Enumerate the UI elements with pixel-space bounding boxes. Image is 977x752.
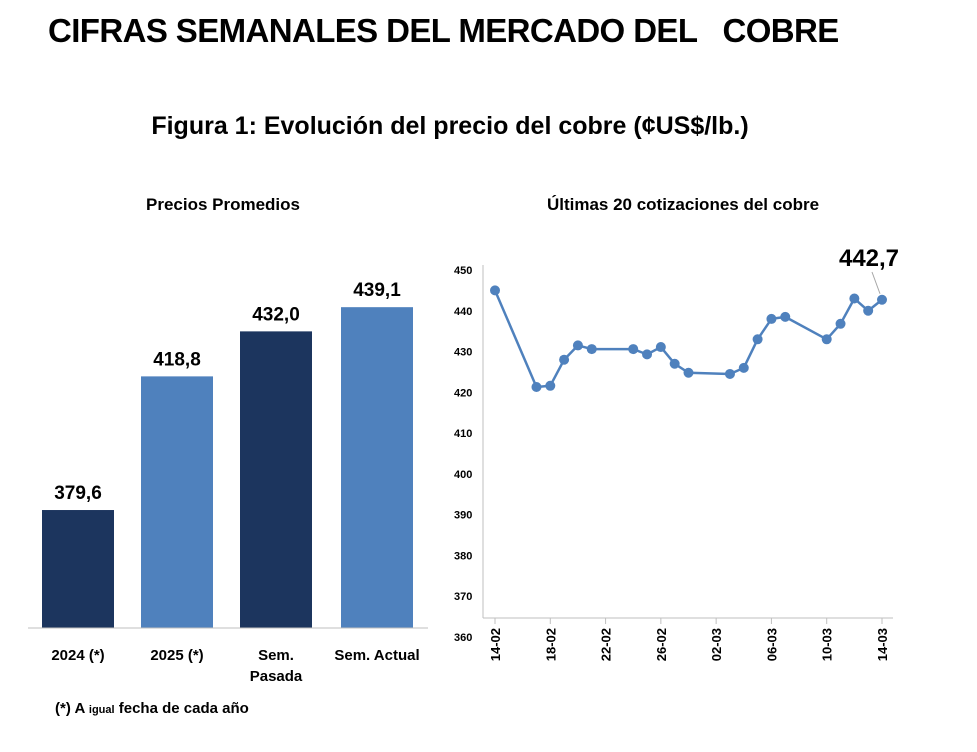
data-point	[572, 340, 583, 351]
bar-category-label: Pasada	[250, 668, 303, 685]
bar-chart-title: Precios Promedios	[145, 195, 300, 214]
bar-value-label: 418,8	[153, 349, 201, 370]
data-point	[877, 294, 887, 305]
footnote-part3: fecha de cada año	[114, 700, 249, 717]
data-point	[531, 382, 542, 393]
bar-category-label: Sem.	[258, 647, 294, 664]
data-point	[863, 305, 874, 316]
x-tick-label: 26-02	[654, 628, 669, 661]
bar	[341, 307, 413, 628]
data-point	[545, 380, 556, 391]
y-tick-label: 400	[454, 469, 472, 481]
line-chart-title: Últimas 20 cotizaciones del cobre	[546, 195, 820, 214]
y-tick-label: 370	[454, 591, 472, 603]
data-point	[835, 318, 846, 329]
y-tick-label: 450	[454, 265, 472, 277]
y-tick-label: 360	[454, 632, 472, 644]
x-tick-label: 02-03	[709, 628, 724, 661]
x-tick-label: 14-03	[875, 628, 890, 661]
last-price-callout: 442,7	[839, 245, 899, 272]
x-tick-label: 10-03	[820, 628, 835, 661]
data-point	[780, 311, 791, 322]
bar	[240, 331, 312, 628]
data-point	[849, 293, 860, 304]
data-point	[752, 334, 763, 345]
data-point	[628, 344, 639, 355]
data-point	[821, 334, 832, 345]
bar-value-label: 439,1	[353, 280, 401, 301]
x-tick-label: 06-03	[764, 628, 779, 661]
y-tick-label: 420	[454, 387, 472, 399]
y-tick-label: 410	[454, 428, 472, 440]
bar-value-label: 379,6	[54, 483, 102, 504]
data-point	[738, 362, 749, 373]
bar-category-label: Sem. Actual	[334, 647, 419, 664]
bar	[42, 510, 114, 628]
data-point	[724, 368, 735, 379]
x-tick-label: 18-02	[543, 628, 558, 661]
data-point	[655, 342, 666, 353]
y-tick-label: 390	[454, 510, 472, 522]
bar-value-label: 432,0	[252, 304, 300, 325]
data-point	[669, 358, 680, 369]
bar	[141, 376, 213, 628]
data-point	[559, 354, 570, 365]
data-point	[490, 285, 500, 296]
y-tick-label: 440	[454, 306, 472, 318]
data-point	[683, 367, 694, 378]
footnote-part2: igual	[88, 704, 115, 716]
callout-leader	[871, 271, 881, 294]
y-tick-label: 430	[454, 347, 472, 359]
data-point	[766, 313, 777, 324]
x-tick-label: 14-02	[488, 628, 503, 661]
footnote-part1: (*) A	[55, 700, 89, 717]
x-tick-label: 22-02	[599, 628, 614, 661]
footnote: (*) A igual fecha de cada año	[55, 700, 249, 717]
figure-title: Figura 1: Evolución del precio del cobre…	[151, 112, 749, 140]
page-title: CIFRAS SEMANALES DEL MERCADO DEL COBRE	[48, 12, 839, 49]
bar-category-label: 2025 (*)	[150, 647, 203, 664]
bar-category-label: 2024 (*)	[51, 647, 104, 664]
data-point	[642, 349, 653, 360]
y-tick-label: 380	[454, 550, 472, 562]
data-point	[586, 344, 597, 355]
